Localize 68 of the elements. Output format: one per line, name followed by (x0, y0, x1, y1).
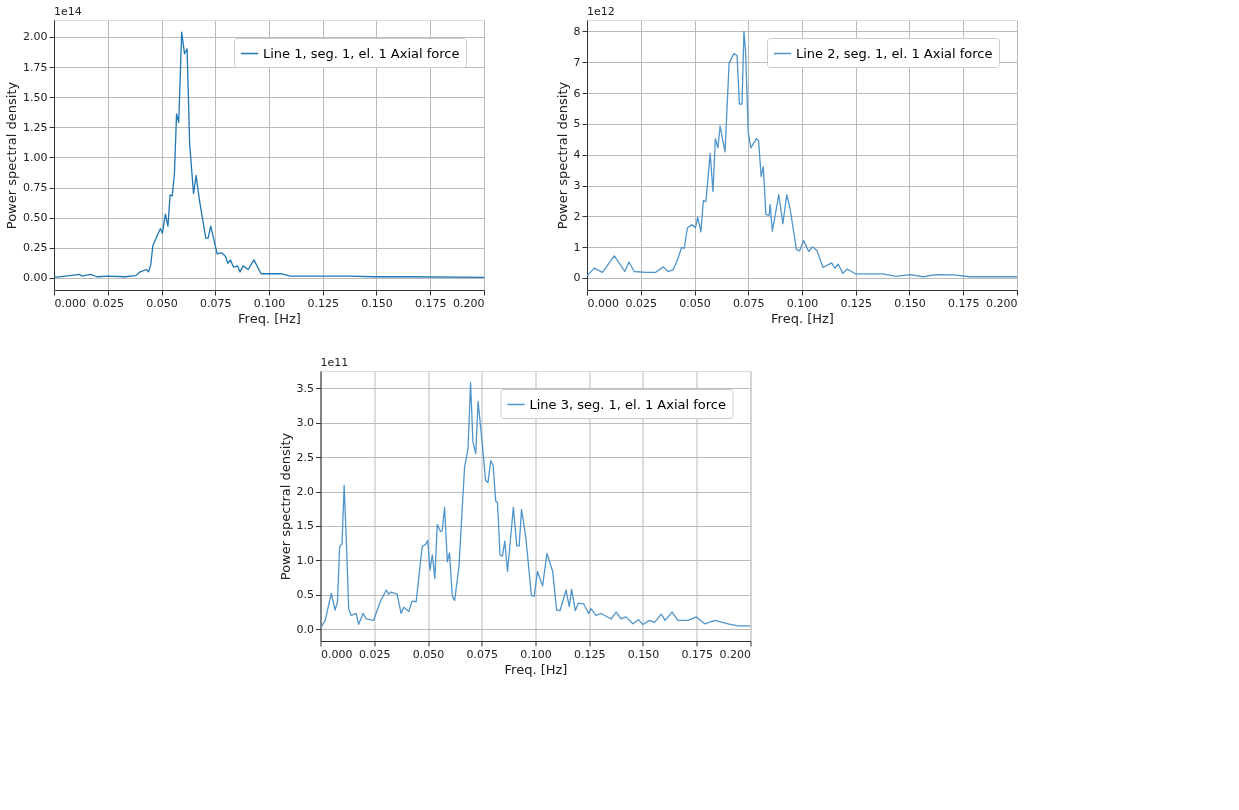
x-tick-label: 0.100 (253, 296, 286, 310)
x-tick-label: 0.200 (719, 647, 751, 661)
y-axis-title: Power spectral density (277, 432, 293, 581)
text: 1e11 (320, 356, 349, 369)
x-tick-label: 0.150 (361, 296, 393, 310)
x-tick-label: 0.150 (627, 647, 660, 661)
x-tick-label: 0.100 (786, 296, 819, 310)
legend-label: Line 2, seg. 1, el. 1 Axial force (796, 45, 993, 61)
y-tick-label: 0 (573, 271, 581, 285)
x-tick-label: 0.100 (520, 647, 552, 661)
x-tick-label: 0.025 (359, 647, 391, 661)
y-tick-label: 0.25 (23, 241, 48, 255)
x-tick-label: 0.000 (587, 296, 619, 310)
x-tick-label: 0.200 (986, 296, 1018, 310)
y-tick-label: 1.5 (296, 519, 314, 533)
x-axis-title: Freq. [Hz] (238, 310, 301, 326)
legend-label: Line 3, seg. 1, el. 1 Axial force (529, 396, 727, 412)
y-tick-label: 2 (573, 209, 581, 223)
y-tick-label: 3.0 (296, 416, 314, 430)
y-tick-label: 4 (573, 148, 581, 162)
y-tick-label: 0.75 (23, 181, 48, 195)
y-tick-label: 1.0 (296, 553, 314, 567)
text: 1e14 (54, 5, 82, 18)
x-tick-label: 0.200 (453, 296, 485, 310)
y-tick-label: 1.25 (23, 120, 48, 134)
y-axis-title: Power spectral density (4, 81, 20, 230)
x-tick-label: 0.050 (679, 296, 711, 310)
y-tick-label: 1 (573, 240, 581, 254)
line-series (587, 30, 1017, 278)
y-tick-label: 6 (573, 86, 581, 100)
y-tick-label: 0.50 (23, 211, 48, 225)
y-tick-label: 7 (573, 55, 581, 69)
line-series (54, 31, 484, 278)
x-axis-title: Freq. [Hz] (771, 310, 834, 326)
line-series (320, 382, 751, 629)
x-tick-label: 0.050 (146, 296, 178, 310)
x-tick-label: 0.175 (415, 296, 447, 310)
y-tick-label: 2.00 (23, 30, 48, 44)
x-tick-label: 0.075 (200, 296, 232, 310)
x-tick-label: 0.000 (321, 647, 353, 661)
y-tick-label: 0.00 (23, 271, 48, 285)
y-tick-label: 1.75 (23, 60, 48, 74)
x-tick-label: 0.125 (840, 296, 872, 310)
y-tick-label: 0.0 (296, 622, 314, 636)
y-tick-label: 5 (573, 117, 581, 131)
x-tick-label: 0.175 (948, 296, 980, 310)
y-axis-title: Power spectral density (554, 81, 570, 230)
y-tick-label: 8 (573, 24, 581, 38)
x-tick-label: 0.125 (574, 647, 606, 661)
y-tick-label: 3 (573, 179, 581, 193)
x-tick-label: 0.075 (733, 296, 765, 310)
y-tick-label: 0.5 (296, 588, 314, 602)
y-tick-label: 1.50 (23, 90, 48, 104)
legend-label: Line 1, seg. 1, el. 1 Axial force (263, 45, 460, 61)
x-tick-label: 0.025 (92, 296, 124, 310)
y-tick-label: 2.0 (296, 485, 314, 499)
x-tick-label: 0.175 (681, 647, 713, 661)
x-tick-label: 0.000 (54, 296, 86, 310)
y-tick-label: 3.5 (296, 381, 314, 395)
x-axis-title: Freq. [Hz] (504, 661, 568, 677)
y-tick-label: 2.5 (296, 450, 314, 464)
x-tick-label: 0.150 (894, 296, 926, 310)
y-tick-label: 1.00 (23, 150, 48, 164)
x-tick-label: 0.125 (307, 296, 339, 310)
x-tick-label: 0.050 (412, 647, 445, 661)
text: 1e12 (587, 5, 615, 18)
x-tick-label: 0.025 (625, 296, 657, 310)
x-tick-label: 0.075 (466, 647, 498, 661)
